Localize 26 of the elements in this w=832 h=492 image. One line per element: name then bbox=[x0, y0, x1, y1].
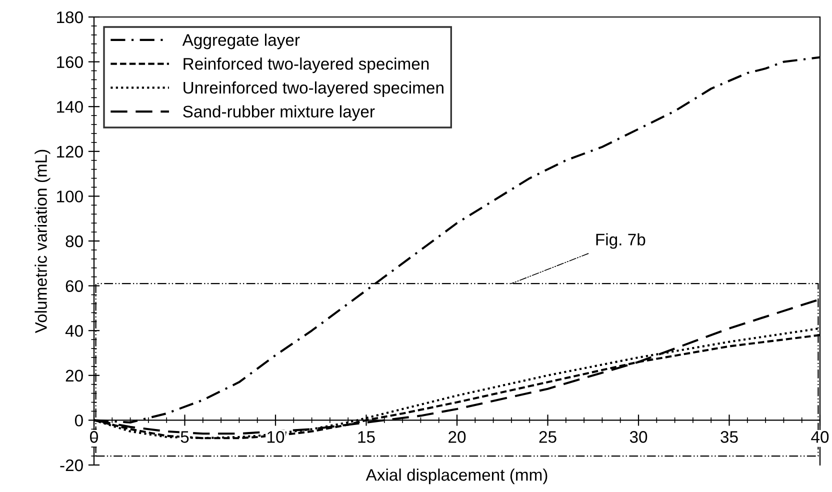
x-tick-label: 15 bbox=[358, 431, 375, 443]
x-tick-label: 20 bbox=[448, 431, 466, 443]
legend-label: Reinforced two-layered specimen bbox=[184, 58, 429, 74]
x-axis-title: Axial displacement (mm) bbox=[366, 468, 548, 484]
legend-label: Aggregate layer bbox=[182, 34, 300, 50]
legend-label: Sand-rubber mixture layer bbox=[183, 105, 375, 121]
x-tick-label: 25 bbox=[539, 431, 556, 443]
y-tick-label: 60 bbox=[66, 280, 83, 292]
y-tick-label: 180 bbox=[57, 11, 83, 24]
x-tick-label: 5 bbox=[180, 431, 189, 443]
y-axis-title: Volumetric variation (mL) bbox=[34, 150, 50, 334]
annotation: Fig. 7b bbox=[596, 233, 646, 249]
legend-label: Unreinforced two-layered specimen bbox=[184, 81, 444, 97]
y-tick-label: 40 bbox=[65, 325, 83, 337]
y-tick-label: 0 bbox=[74, 414, 83, 426]
y-tick-label: 140 bbox=[57, 101, 83, 113]
y-tick-label: 160 bbox=[57, 56, 83, 68]
y-tick-label: 20 bbox=[66, 370, 83, 382]
y-tick-label: 120 bbox=[57, 146, 83, 158]
y-tick-label: -20 bbox=[60, 459, 83, 472]
y-tick-label: 100 bbox=[57, 190, 83, 202]
x-tick-label: 30 bbox=[630, 431, 648, 443]
x-tick-label: 10 bbox=[268, 431, 284, 443]
x-tick-label: 35 bbox=[720, 431, 738, 443]
x-tick-label: 40 bbox=[811, 431, 829, 443]
y-tick-label: 80 bbox=[66, 235, 83, 248]
